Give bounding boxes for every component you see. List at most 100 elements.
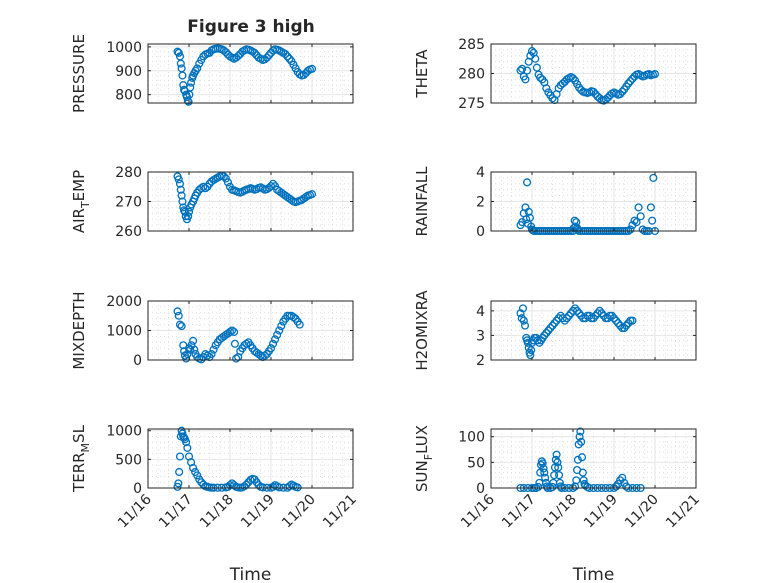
data-point [550,319,559,328]
y-axis-label: AIRTEMP [70,170,92,233]
data-point [575,83,584,92]
y-axis-label-rest: SL [70,424,88,443]
data-point [523,66,532,75]
data-point [519,316,528,325]
data-series [173,171,317,224]
data-point [184,207,194,216]
data-point [628,74,637,83]
y-axis-label-main: TERR [70,452,88,493]
data-point [242,339,251,348]
data-point [597,309,606,318]
ticks [147,429,354,489]
y-tick-label: 280 [458,67,485,83]
y-tick-label: 275 [458,96,485,112]
y-axis-label: PRESSURE [70,34,88,113]
y-axis-label-main: RAINFALL [413,166,431,237]
y-axis-label-main: SUN [413,460,431,492]
data-point [634,203,643,212]
data-point [520,321,530,330]
subplot-1: 800 900 1000 PRESSURE [70,34,354,113]
data-point [572,218,581,227]
data-point [562,314,571,323]
y-axis-label-main: H2OMIXRA [413,290,431,371]
data-point [523,178,532,187]
data-point [570,304,580,313]
data-point [307,190,317,199]
data-point [552,450,561,459]
data-point [524,207,533,216]
data-point [531,54,540,63]
major-grid [491,429,696,488]
data-point [521,75,530,84]
data-point [177,191,186,200]
data-point [548,321,557,330]
data-point [611,316,621,325]
data-point [589,314,598,323]
data-point [534,482,543,492]
data-point [260,55,269,64]
data-point [173,47,182,56]
data-point [201,184,210,193]
data-point [275,483,284,492]
y-axis-label: SUNFLUX [413,425,435,492]
data-point [573,455,582,464]
ticks [490,43,697,104]
data-point [589,87,598,96]
data-point [620,323,629,333]
data-point [527,47,537,56]
data-point [560,316,569,325]
axes-box [147,428,354,489]
axes-box [490,428,697,489]
data-point [616,90,625,99]
data-point [550,471,559,480]
x-tick-label: 11/20 [279,492,319,532]
data-point [223,178,233,187]
x-axis-label: Time [229,565,272,583]
y-axis-label-rest: LUX [413,425,431,454]
data-point [221,48,230,57]
data-point [219,46,228,55]
data-point [268,339,278,348]
y-axis-label: RAINFALL [413,166,431,237]
data-point [541,473,550,482]
data-point [574,440,583,449]
data-point [174,311,183,320]
data-point [182,92,192,102]
y-tick-label: 1000 [106,424,142,440]
data-point [283,52,292,61]
y-tick-label: 2 [476,353,485,369]
ticks [490,171,697,232]
data-point [570,216,579,225]
data-point [203,351,212,360]
data-point [173,307,182,316]
data-point [568,74,578,83]
data-point [186,83,195,92]
data-point [182,354,191,363]
data-point [275,326,284,335]
data-point [254,481,263,490]
data-point [628,316,637,325]
x-tick-label: 11/18 [540,492,580,532]
data-point [540,331,549,340]
y-tick-label: 2 [476,195,485,211]
x-tick-label: 11/17 [499,492,539,532]
y-tick-label: 2000 [106,294,142,310]
data-point [555,478,564,487]
data-point [230,327,239,337]
data-point [576,427,585,436]
data-point [607,311,616,320]
data-point [182,438,191,447]
ticks [147,171,354,232]
data-point [221,174,230,183]
subplot-6: 2 3 4 H2OMIXRA [413,290,697,371]
data-point [209,345,218,354]
data-series [516,47,660,105]
subplot-8: 0 50 100 SUNFLUX 11/16 11/17 11/18 11/19 11/20 11… [413,425,703,583]
data-series [173,44,317,106]
data-point [518,304,528,313]
y-tick-label: 260 [115,224,142,240]
data-point [295,320,304,329]
data-point [178,71,187,80]
data-point [558,79,567,88]
